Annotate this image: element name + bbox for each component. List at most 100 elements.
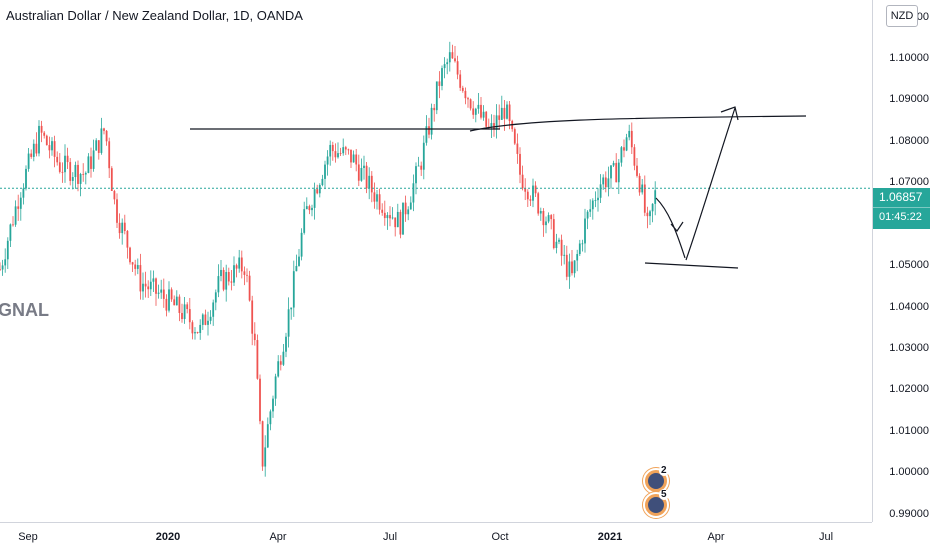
candle-body [9,224,12,241]
idea-avatar-icon[interactable]: 2 [643,465,669,494]
candle-body [100,128,103,153]
candle-body [469,99,472,109]
candle-body [246,274,248,276]
candle-body [155,278,157,294]
candle-body [404,202,407,215]
candle-body [300,232,303,257]
candle-body [178,296,181,313]
candle-body [248,275,251,301]
candle-body [373,192,376,202]
candle-body [456,61,459,75]
candle-body [519,153,521,175]
candle-body [591,200,594,210]
candle-body [610,165,612,179]
candle-body [285,336,287,352]
candle-body [420,165,423,170]
candle-body [194,332,196,334]
candle-body [326,156,329,165]
candle-body [571,261,573,274]
candle-body [378,194,381,210]
candle-body [477,104,480,109]
candle-body [298,256,300,266]
candle-body [61,171,64,173]
candle-body [183,304,186,320]
candle-body [633,147,636,166]
candle-body [259,378,261,422]
time-tick-label: 2020 [155,531,181,543]
candle-body [344,147,347,150]
candle-body [558,239,560,242]
candle-body [435,81,438,111]
candle-body [38,125,40,154]
price-chart[interactable] [0,0,872,522]
candle-body [607,178,610,188]
candle-body [113,190,116,200]
candle-body [360,168,363,181]
candle-body [617,162,620,183]
time-axis[interactable]: Sep 2020 Apr Jul Oct 2021 Apr Jul [0,522,872,551]
price-tick-label: 1.05000 [889,259,929,272]
candle-body [459,74,462,88]
candle-body [181,312,183,320]
candle-body [545,221,547,226]
candle-body [305,206,308,210]
currency-badge[interactable]: NZD [886,5,918,27]
candle-body [532,185,534,201]
candle-body [443,64,446,69]
candle-body [628,130,631,138]
candle-body [274,376,277,399]
projection-arrow-head [720,106,739,121]
candle-body [149,281,152,290]
candle-body [365,165,368,189]
idea-count: 2 [659,465,669,476]
candle-body [105,130,108,142]
price-tick-label: 1.02000 [889,383,929,396]
last-price-value: 1.06857 [879,190,923,204]
candle-body [623,147,625,151]
candle-body [144,283,147,287]
candle-body [537,193,540,214]
candle-body [428,126,430,135]
candle-body [506,104,508,119]
watermark-text: GNAL [0,300,49,320]
projection-path-up [685,107,736,261]
candle-body [35,143,38,154]
candle-body [272,398,274,412]
candle-body [389,215,391,219]
candle-body [303,209,306,233]
candle-body [79,174,82,184]
candle-body [175,296,178,306]
candle-body [92,150,95,169]
candle-body [500,107,503,120]
candle-body [329,144,332,157]
candle-body [370,175,373,193]
candle-body [103,128,105,131]
candle-body [230,281,233,283]
candle-body [386,215,389,219]
price-axis[interactable]: 1.110001.100001.090001.080001.070001.060… [872,0,932,522]
candle-body [129,247,131,263]
candle-body [30,153,33,157]
idea-count: 5 [659,489,669,500]
candle-body [508,104,511,121]
candle-body [162,289,165,299]
candle-body [368,175,371,189]
candle-body [448,52,451,63]
drawing-layer[interactable] [190,106,807,269]
idea-avatar-icon[interactable]: 5 [643,489,669,518]
candle-body [4,259,7,266]
candle-body [324,164,326,179]
candle-body [409,202,412,210]
candle-body [342,147,345,154]
candle-body [266,424,269,448]
candle-body [503,107,506,119]
candle-body [56,156,59,163]
candle-body [235,265,238,269]
candle-body [472,108,475,115]
candle-body [261,421,264,467]
candle-body [269,411,272,425]
candle-body [534,185,537,194]
candle-body [64,155,66,173]
candle-body [604,177,607,188]
